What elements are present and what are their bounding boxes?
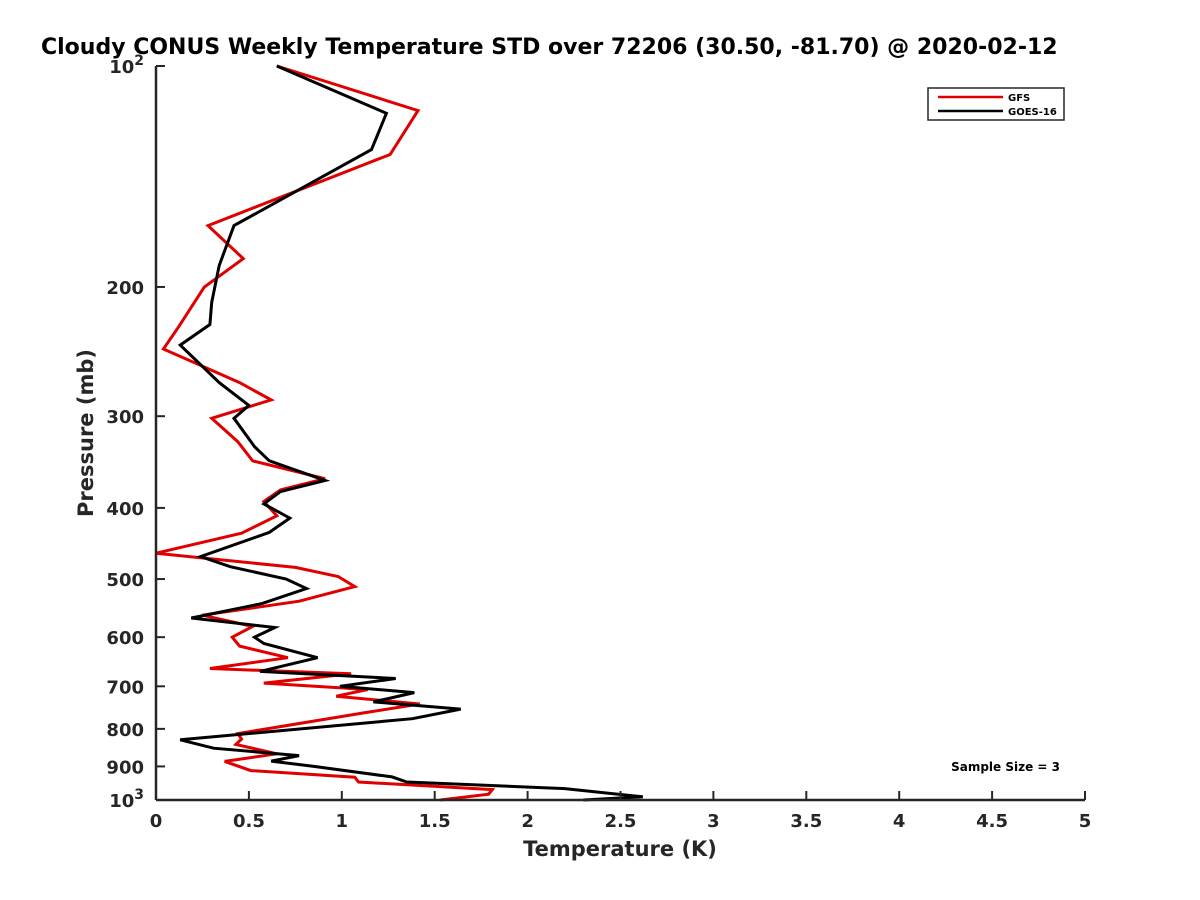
y-tick-label: 400 [106,499,144,520]
x-tick-label: 2 [521,811,534,832]
axes-layer: 0 0.5 1 1.5 2 2.5 3 3.5 4 4.5 5 102 200 300 400 500 600 7… [106,53,1091,832]
x-tick-label: 2.5 [605,811,637,832]
legend-label-goes-16: GOES-16 [1008,107,1057,118]
legend-box [927,87,1065,121]
y-tick-label: 300 [106,407,144,428]
x-tick-label: 3.5 [790,811,822,832]
legend-label-gfs: GFS [1008,93,1030,104]
y-tick-label: 200 [106,278,144,299]
sample-size-annotation: Sample Size = 3 [951,760,1060,774]
x-tick-label: 1 [336,811,349,832]
legend: GFS GOES-16 [927,87,1065,121]
y-tick-label: 102 [109,53,144,78]
y-tick-label: 800 [106,720,144,741]
plot-area: 0 0.5 1 1.5 2 2.5 3 3.5 4 4.5 5 102 200 300 400 500 600 7… [106,53,1091,832]
x-tick-label: 0.5 [233,811,265,832]
x-tick-label: 0 [150,811,163,832]
y-tick-label: 600 [106,628,144,649]
y-tick-label: 103 [109,787,144,812]
y-tick-label: 900 [106,757,144,778]
x-axis-label: Temperature (K) [523,837,717,861]
series-line-goes-16 [177,64,643,802]
y-axis-label: Pressure (mb) [74,349,98,517]
x-tick-label: 4.5 [976,811,1008,832]
y-tick-label: 500 [106,570,144,591]
x-tick-label: 3 [707,811,720,832]
chart-title: Cloudy CONUS Weekly Temperature STD over… [41,35,1058,60]
x-tick-label: 5 [1079,811,1092,832]
x-tick-label: 1.5 [419,811,451,832]
x-tick-label: 4 [893,811,906,832]
series-layer [155,64,643,802]
y-tick-label: 700 [106,677,144,698]
